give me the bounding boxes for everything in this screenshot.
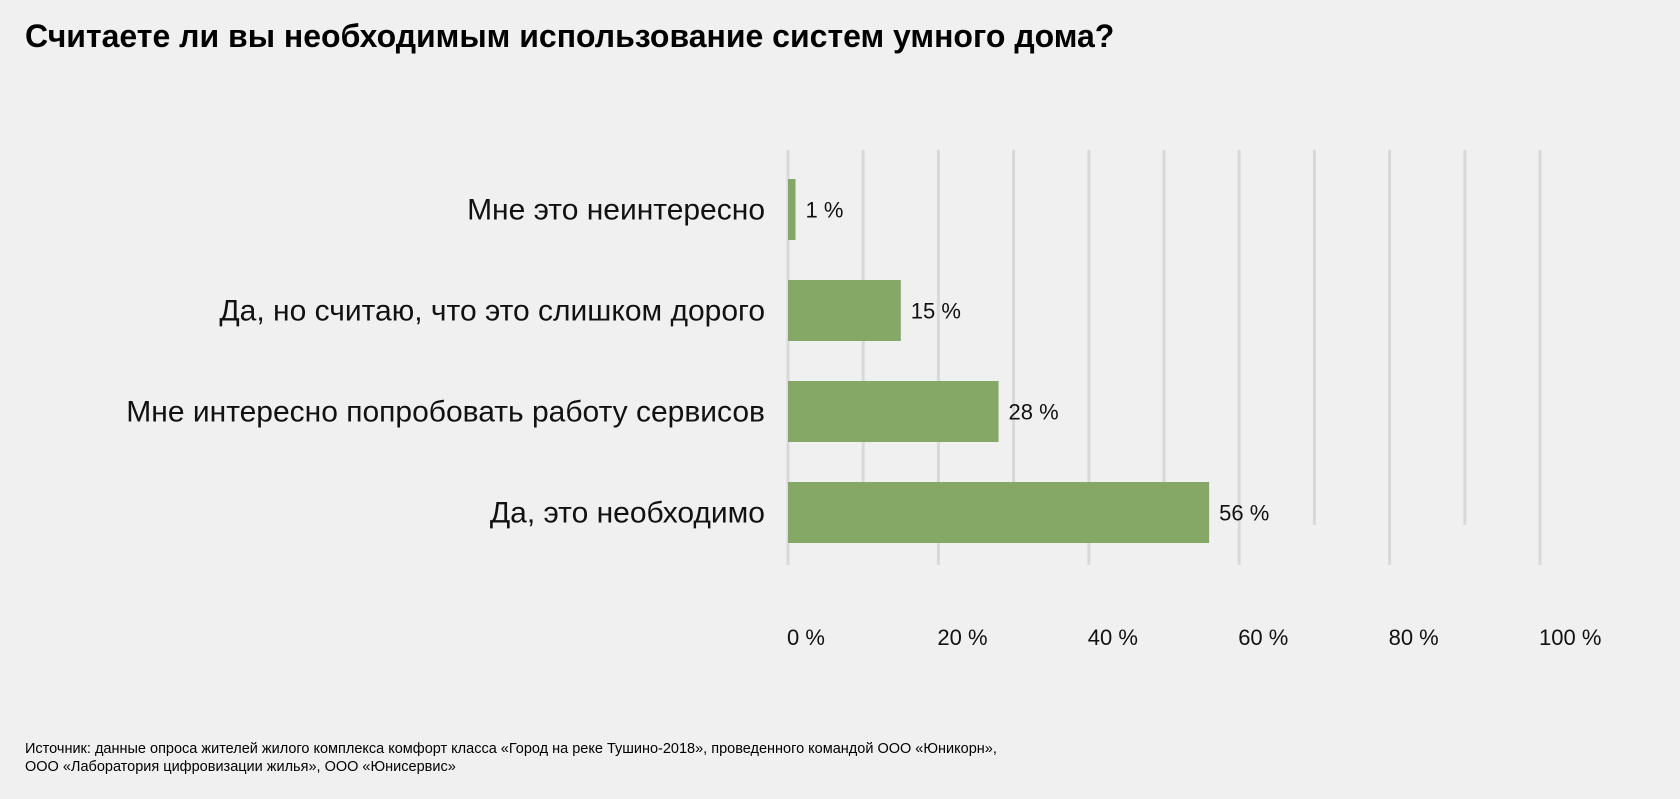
category-label: Да, это необходимо bbox=[490, 497, 765, 530]
category-label: Мне интересно попробовать работу сервисо… bbox=[126, 396, 765, 429]
bar bbox=[788, 179, 796, 240]
x-tick-label: 40 % bbox=[1088, 625, 1138, 650]
category-label: Мне это неинтересно bbox=[467, 194, 765, 227]
bar bbox=[788, 381, 999, 442]
bars bbox=[788, 179, 1210, 543]
x-tick-label: 80 % bbox=[1389, 625, 1439, 650]
bar bbox=[788, 482, 1210, 543]
data-label: 56 % bbox=[1219, 501, 1269, 526]
x-tick-label: 20 % bbox=[937, 625, 987, 650]
category-label: Да, но считаю, что это слишком дорого bbox=[219, 295, 765, 328]
data-label: 28 % bbox=[1009, 400, 1059, 425]
x-tick-label: 0 % bbox=[787, 625, 825, 650]
source-note: Источник: данные опроса жителей жилого к… bbox=[25, 741, 997, 775]
bar bbox=[788, 280, 901, 341]
labels: 0 % 20 % 40 % 60 % 80 % 100 % Мне это неинтере… bbox=[126, 194, 1601, 651]
x-tick-label: 60 % bbox=[1238, 625, 1288, 650]
data-label: 1 % bbox=[806, 198, 844, 223]
data-label: 15 % bbox=[911, 299, 961, 324]
x-tick-label: 100 % bbox=[1539, 625, 1601, 650]
chart-title: Считаете ли вы необходимым использование… bbox=[25, 18, 1115, 54]
